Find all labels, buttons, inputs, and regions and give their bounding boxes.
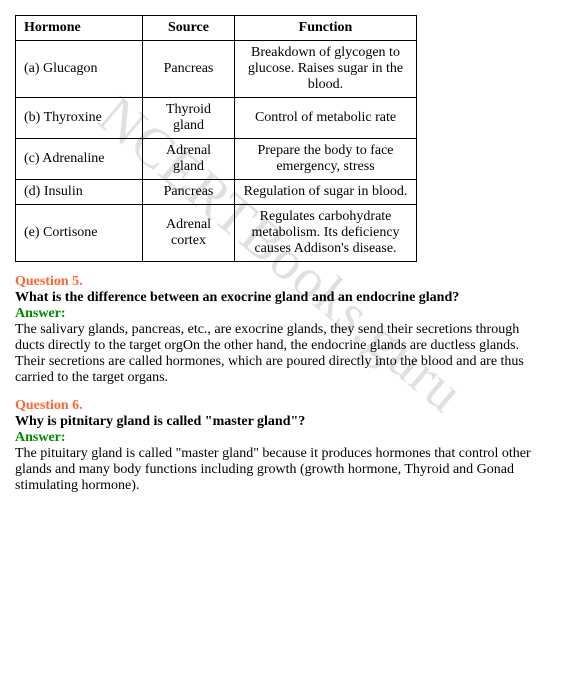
qa-block: Question 5. What is the difference betwe… xyxy=(15,274,546,386)
header-function: Function xyxy=(235,16,417,41)
table-row: (e) Cortisone Adrenal cortex Regulates c… xyxy=(16,205,417,262)
question-text: What is the difference between an exocri… xyxy=(15,290,546,306)
table-header-row: Hormone Source Function xyxy=(16,16,417,41)
cell-hormone: (b) Thyroxine xyxy=(16,98,143,139)
table-row: (d) Insulin Pancreas Regulation of sugar… xyxy=(16,180,417,205)
answer-text: The pituitary gland is called "master gl… xyxy=(15,446,546,494)
cell-function: Breakdown of glycogen to glucose. Raises… xyxy=(235,41,417,98)
question-number: Question 6. xyxy=(15,398,546,414)
cell-source: Pancreas xyxy=(143,41,235,98)
cell-hormone: (e) Cortisone xyxy=(16,205,143,262)
cell-source: Pancreas xyxy=(143,180,235,205)
table-row: (b) Thyroxine Thyroid gland Control of m… xyxy=(16,98,417,139)
cell-source: Thyroid gland xyxy=(143,98,235,139)
header-hormone: Hormone xyxy=(16,16,143,41)
answer-label: Answer: xyxy=(15,306,546,322)
hormone-table: Hormone Source Function (a) Glucagon Pan… xyxy=(15,15,417,262)
cell-hormone: (d) Insulin xyxy=(16,180,143,205)
cell-function: Control of metabolic rate xyxy=(235,98,417,139)
question-number: Question 5. xyxy=(15,274,546,290)
cell-function: Prepare the body to face emergency, stre… xyxy=(235,139,417,180)
cell-function: Regulates carbohydrate metabolism. Its d… xyxy=(235,205,417,262)
answer-text: The salivary glands, pancreas, etc., are… xyxy=(15,322,546,386)
answer-label: Answer: xyxy=(15,430,546,446)
page-content: Hormone Source Function (a) Glucagon Pan… xyxy=(15,15,546,494)
question-text: Why is pitnitary gland is called "master… xyxy=(15,414,546,430)
table-row: (a) Glucagon Pancreas Breakdown of glyco… xyxy=(16,41,417,98)
qa-block: Question 6. Why is pitnitary gland is ca… xyxy=(15,398,546,494)
header-source: Source xyxy=(143,16,235,41)
cell-hormone: (c) Adrenaline xyxy=(16,139,143,180)
table-row: (c) Adrenaline Adrenal gland Prepare the… xyxy=(16,139,417,180)
cell-function: Regulation of sugar in blood. xyxy=(235,180,417,205)
cell-source: Adrenal gland xyxy=(143,139,235,180)
cell-hormone: (a) Glucagon xyxy=(16,41,143,98)
cell-source: Adrenal cortex xyxy=(143,205,235,262)
